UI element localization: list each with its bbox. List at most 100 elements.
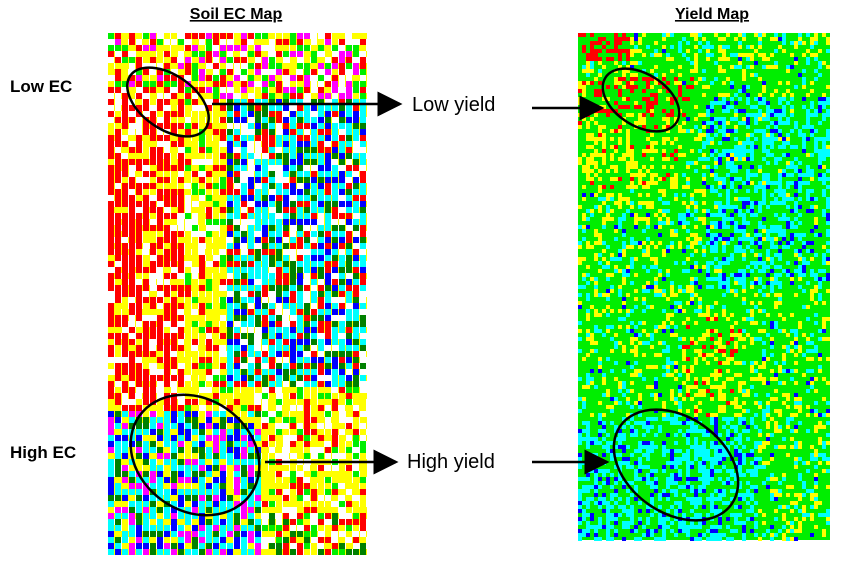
cell bbox=[171, 159, 177, 165]
cell bbox=[234, 63, 240, 69]
cell bbox=[289, 405, 290, 411]
cell bbox=[248, 147, 254, 153]
cell bbox=[171, 285, 177, 291]
cell bbox=[220, 453, 226, 459]
cell bbox=[192, 69, 198, 75]
cell bbox=[163, 369, 164, 375]
cell bbox=[114, 381, 115, 387]
cell bbox=[121, 453, 122, 459]
cell bbox=[177, 483, 178, 489]
cell bbox=[115, 477, 121, 483]
cell bbox=[150, 243, 156, 249]
cell bbox=[227, 249, 233, 255]
cell bbox=[240, 351, 241, 357]
cell bbox=[303, 375, 304, 381]
cell bbox=[170, 483, 171, 489]
cell bbox=[296, 489, 297, 495]
cell bbox=[255, 183, 261, 189]
cell bbox=[247, 39, 248, 45]
cell bbox=[219, 231, 220, 237]
cell bbox=[142, 447, 143, 453]
cell bbox=[149, 333, 150, 339]
cell bbox=[213, 327, 219, 333]
cell bbox=[255, 393, 261, 399]
cell bbox=[122, 159, 128, 165]
cell bbox=[297, 177, 303, 183]
cell bbox=[282, 351, 283, 357]
cell bbox=[255, 93, 261, 99]
cell bbox=[282, 489, 283, 495]
cell bbox=[129, 375, 135, 381]
cell bbox=[149, 429, 150, 435]
cell bbox=[157, 267, 163, 273]
cell bbox=[156, 297, 157, 303]
cell bbox=[282, 549, 283, 555]
cell bbox=[247, 105, 248, 111]
cell bbox=[157, 189, 163, 195]
cell bbox=[289, 129, 290, 135]
cell bbox=[136, 159, 142, 165]
cell bbox=[163, 417, 164, 423]
cell bbox=[290, 423, 296, 429]
cell bbox=[122, 33, 128, 39]
cell bbox=[261, 81, 262, 87]
cell bbox=[136, 249, 142, 255]
cell bbox=[142, 261, 143, 267]
cell bbox=[289, 321, 290, 327]
cell bbox=[128, 69, 129, 75]
cell bbox=[178, 255, 184, 261]
cell bbox=[128, 393, 129, 399]
cell bbox=[290, 483, 296, 489]
cell bbox=[219, 87, 220, 93]
cell bbox=[227, 45, 233, 51]
cell bbox=[220, 249, 226, 255]
cell bbox=[275, 357, 276, 363]
cell bbox=[135, 165, 136, 171]
cell bbox=[143, 327, 149, 333]
cell bbox=[275, 387, 276, 393]
cell bbox=[289, 501, 290, 507]
cell bbox=[157, 537, 163, 543]
cell bbox=[205, 117, 206, 123]
cell bbox=[206, 51, 212, 57]
cell bbox=[296, 75, 297, 81]
cell bbox=[150, 537, 156, 543]
cell bbox=[220, 435, 226, 441]
cell bbox=[122, 153, 128, 159]
cell bbox=[150, 519, 156, 525]
cell bbox=[254, 87, 255, 93]
cell bbox=[170, 57, 171, 63]
cell bbox=[149, 549, 150, 555]
cell bbox=[178, 213, 184, 219]
cell bbox=[136, 519, 142, 525]
cell bbox=[157, 87, 163, 93]
cell bbox=[156, 327, 157, 333]
cell bbox=[122, 417, 128, 423]
cell bbox=[247, 417, 248, 423]
cell bbox=[310, 225, 311, 231]
cell bbox=[157, 513, 163, 519]
cell bbox=[170, 135, 171, 141]
cell bbox=[248, 39, 254, 45]
cell bbox=[275, 531, 276, 537]
cell bbox=[220, 57, 226, 63]
cell bbox=[276, 549, 282, 555]
cell bbox=[282, 297, 283, 303]
cell bbox=[310, 93, 311, 99]
cell bbox=[121, 243, 122, 249]
cell bbox=[171, 135, 177, 141]
cell bbox=[289, 255, 290, 261]
cell bbox=[262, 141, 268, 147]
cell bbox=[156, 333, 157, 339]
cell bbox=[156, 507, 157, 513]
cell bbox=[198, 189, 199, 195]
cell bbox=[128, 375, 129, 381]
cell bbox=[171, 387, 177, 393]
cell bbox=[171, 201, 177, 207]
cell bbox=[149, 129, 150, 135]
cell bbox=[108, 489, 114, 495]
cell bbox=[212, 507, 213, 513]
cell bbox=[213, 447, 219, 453]
cell bbox=[135, 303, 136, 309]
cell bbox=[275, 405, 276, 411]
